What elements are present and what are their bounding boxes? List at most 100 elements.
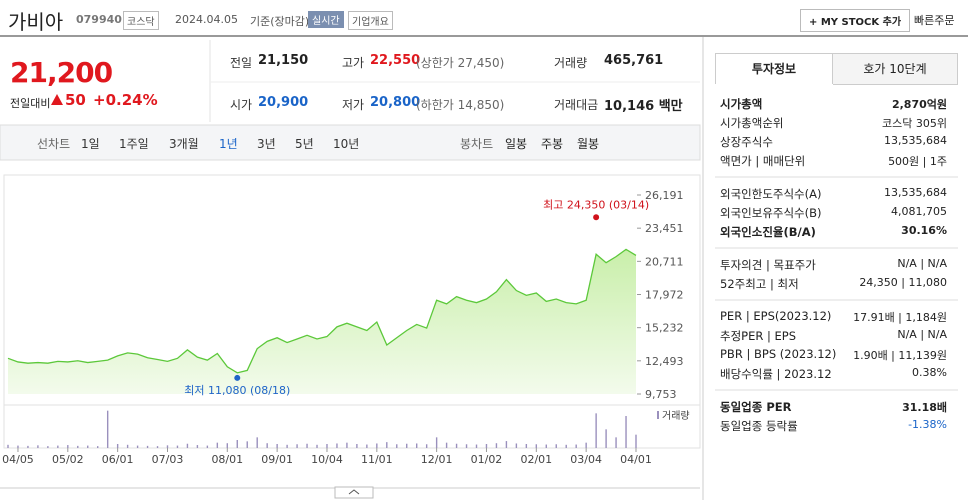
volume-bar [445, 442, 448, 448]
volume-bar [515, 443, 518, 448]
period-tab[interactable]: 10년 [333, 137, 360, 151]
y-tick-label: 15,232 [645, 322, 684, 335]
period-tab[interactable]: 5년 [295, 137, 314, 151]
side-value: 24,350 | 11,080 [859, 276, 947, 289]
quote-label: 전일 [230, 56, 253, 70]
candle-chart-label: 봉차트 [460, 137, 494, 151]
volume-bar [356, 444, 358, 448]
y-tick-label: 9,753 [645, 388, 677, 401]
volume-bar [565, 444, 567, 448]
change: 50 [65, 91, 86, 109]
side-tab[interactable]: 투자정보 [715, 53, 833, 84]
side-label: PER | EPS(2023.12) [720, 309, 832, 323]
side-value: 코스닥 305위 [882, 117, 947, 130]
side-tab[interactable]: 호가 10단계 [833, 53, 958, 85]
volume-bar [336, 443, 338, 448]
period-tab[interactable]: 3개월 [169, 137, 199, 151]
volume-bar [376, 443, 378, 448]
volume-bar [615, 437, 617, 448]
realtime-badge[interactable]: 실시간 [308, 11, 344, 28]
volume-bar [37, 445, 39, 448]
quote-label: 거래대금 [554, 98, 599, 112]
side-label: 동일업종 등락률 [720, 419, 798, 433]
candle-tab[interactable]: 월봉 [577, 137, 600, 151]
area [8, 249, 636, 394]
quote-value: 465,761 [604, 53, 664, 68]
side-value: 13,535,684 [884, 186, 947, 199]
period-tab[interactable]: 1주일 [119, 137, 149, 151]
basis: 기준(장마감) [250, 15, 310, 28]
quote-value: 20,900 [258, 95, 309, 110]
period-tab[interactable]: 1년 [219, 137, 238, 151]
volume-bar [346, 442, 348, 448]
volume-bar [495, 443, 498, 448]
volume-bar [296, 444, 298, 448]
period-tab[interactable]: 1일 [81, 137, 100, 151]
quick-order[interactable]: 빠른주문 [914, 14, 955, 27]
line-chart-label: 선차트 [37, 137, 71, 151]
y-tick-label: 23,451 [645, 222, 684, 235]
volume-bar [316, 444, 318, 448]
side-label: 동일업종 PER [720, 400, 792, 414]
side-label: 외국인보유주식수(B) [720, 206, 822, 220]
candle-tab[interactable]: 주봉 [541, 137, 564, 151]
side-label: 외국인소진율(B/A) [720, 225, 816, 239]
side-label: 외국인한도주식수(A) [720, 187, 822, 201]
volume-bar [7, 444, 9, 448]
volume-bar [87, 445, 89, 448]
volume-bar [415, 443, 418, 448]
volume-bar [106, 410, 109, 448]
volume-bar [206, 445, 209, 448]
volume-bar [306, 443, 308, 448]
extreme-dot [593, 214, 600, 221]
volume-bar [136, 445, 139, 448]
volume-bar [435, 437, 438, 448]
volume-legend: 거래량 [662, 410, 690, 422]
side-value: 30.16% [901, 224, 947, 237]
volume-bar [525, 444, 528, 448]
volume-bar [386, 442, 388, 448]
mystock-button[interactable]: + MY STOCK 추가 [800, 9, 911, 32]
annotation: 최고 24,350 (03/14) [543, 198, 649, 211]
date: 2024.04.05 [175, 13, 238, 26]
collapse-button[interactable] [334, 486, 374, 499]
period-bar [0, 124, 701, 161]
volume-bar [485, 444, 488, 448]
stock-code: 079940 [76, 13, 122, 26]
side-value: N/A | N/A [897, 257, 947, 270]
side-label: PBR | BPS (2023.12) [720, 347, 837, 361]
change-rate: +0.24% [93, 91, 158, 109]
volume-legend-key [657, 411, 659, 419]
quote-label: 저가 [342, 98, 365, 112]
candle-tab[interactable]: 일봉 [505, 137, 528, 151]
overview-button[interactable]: 기업개요 [348, 11, 393, 30]
side-value: 13,535,684 [884, 134, 947, 147]
volume-bar [326, 444, 328, 448]
volume-bar [595, 413, 597, 448]
quote-extra: (상한가 27,450) [416, 56, 505, 70]
volume-bar [17, 445, 19, 448]
volume-bar [186, 443, 189, 448]
volume-bar [286, 444, 288, 448]
side-label: 52주최고 | 최저 [720, 277, 799, 291]
y-tick-label: 17,972 [645, 289, 684, 302]
x-tick-label: 03/04 [570, 453, 602, 466]
volume-bar [505, 441, 508, 448]
side-label: 상장주식수 [720, 135, 773, 149]
quote-value: 22,550 [370, 53, 421, 68]
volume-bar [236, 440, 238, 448]
volume-bar [47, 446, 49, 448]
volume-bar [166, 445, 169, 448]
x-tick-label: 04/05 [2, 453, 34, 466]
volume-bar [396, 444, 398, 448]
y-tick-label: 26,191 [645, 189, 684, 202]
volume-bar [27, 445, 29, 448]
volume-bar [77, 445, 79, 448]
volume-bar [146, 445, 149, 448]
x-tick-label: 06/01 [102, 453, 134, 466]
volume-bar [605, 429, 607, 448]
period-tab[interactable]: 3년 [257, 137, 276, 151]
volume-bar [425, 444, 428, 448]
volume-bar [585, 442, 587, 448]
